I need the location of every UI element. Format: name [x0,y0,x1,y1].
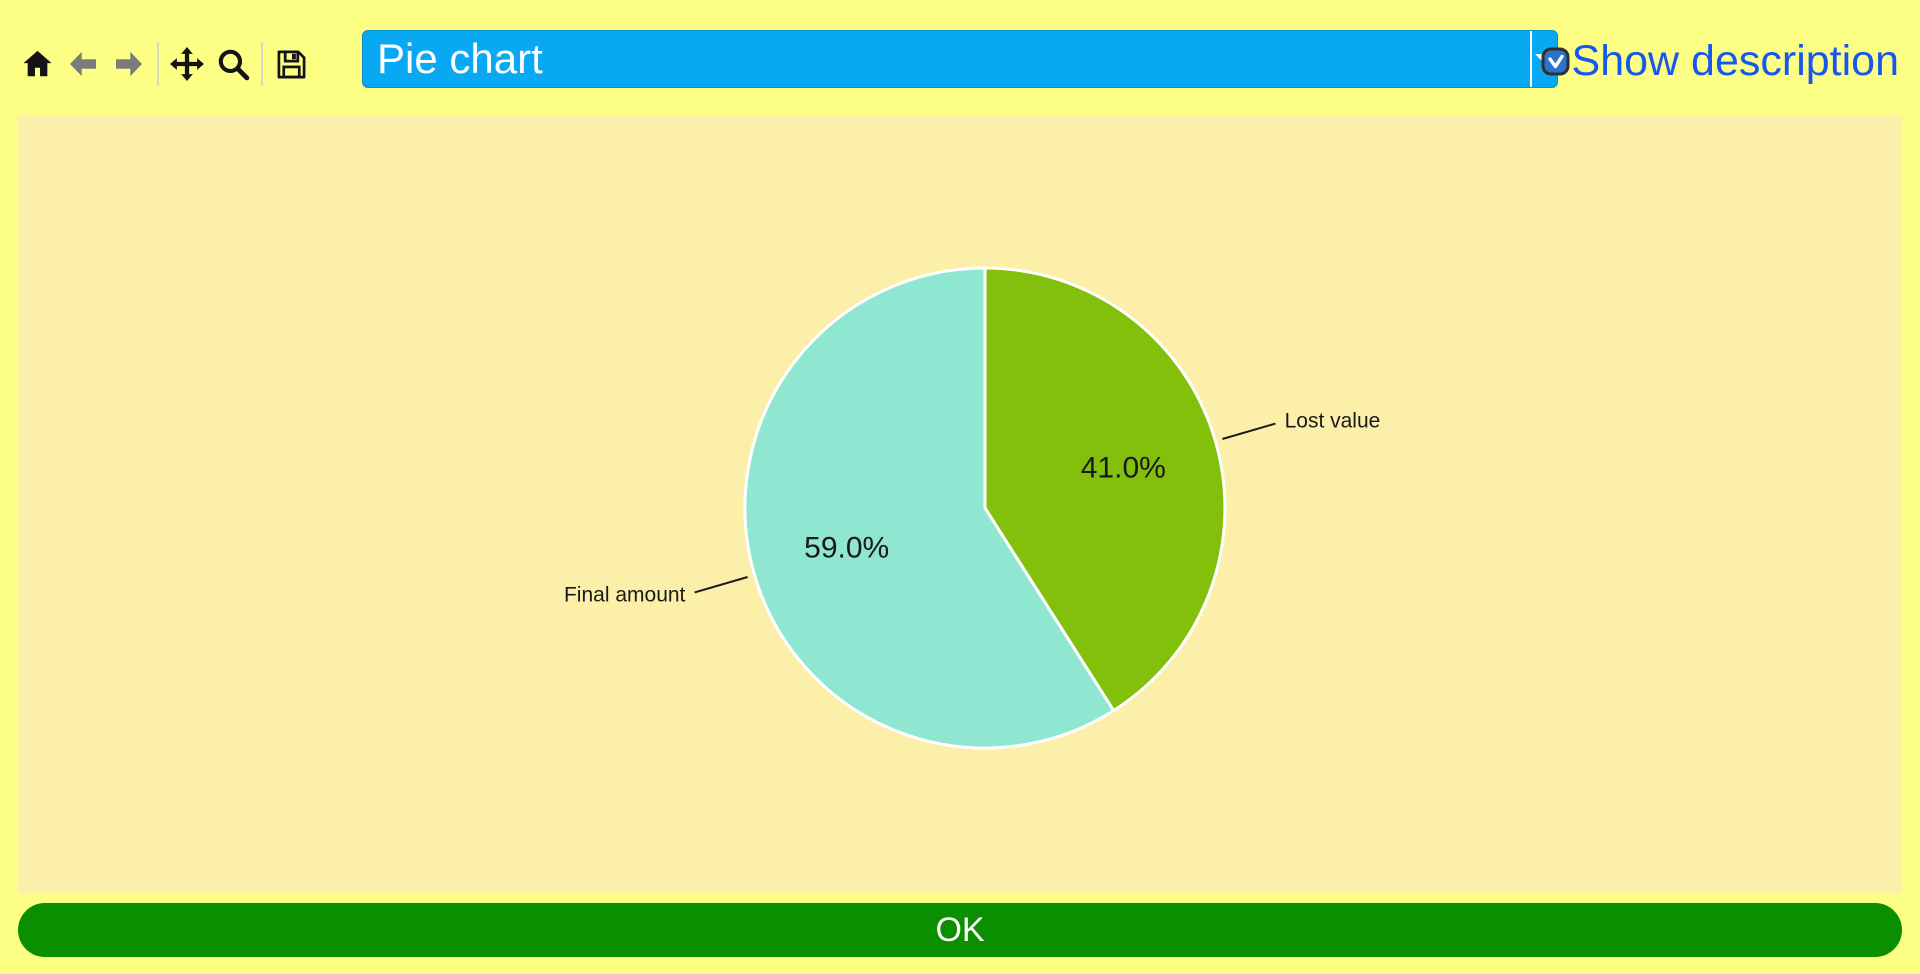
figure-area: 41.0% Lost value 59.0% Final amount [18,116,1902,893]
checkbox-checked-icon [1541,47,1570,75]
save-button[interactable] [268,38,314,90]
pan-button[interactable] [164,38,210,90]
zoom-button[interactable] [210,38,256,90]
toolbar-divider [157,42,159,86]
save-icon [277,50,305,78]
chart-type-select[interactable]: Pie chart [362,30,1558,88]
pan-icon [170,47,204,81]
pie-slice-label: Final amount [564,584,686,607]
toolbar [14,38,314,90]
ok-button-label: OK [935,910,985,949]
back-arrow-icon [70,51,96,77]
pie-slice-2 [743,266,1116,750]
show-description-checkbox[interactable] [1541,47,1570,76]
pie-slice-label: Lost value [1285,410,1381,433]
pie-percent-label: 59.0% [804,532,889,565]
leader-line [694,576,748,594]
show-description-toggle[interactable]: Show description [1541,33,1899,89]
back-button[interactable] [60,38,106,90]
forward-button[interactable] [106,38,152,90]
leader-line [1222,422,1276,440]
ok-button[interactable]: OK [18,903,1902,957]
chart-type-selected-value: Pie chart [377,35,543,82]
show-description-label: Show description [1571,36,1899,85]
pie-percent-label: 41.0% [1081,451,1166,484]
magnifier-icon [218,49,249,80]
pie-chart: 41.0% Lost value 59.0% Final amount [564,266,1381,750]
home-icon [22,50,52,77]
toolbar-divider [261,42,263,86]
home-button[interactable] [14,38,60,90]
forward-arrow-icon [116,51,142,77]
